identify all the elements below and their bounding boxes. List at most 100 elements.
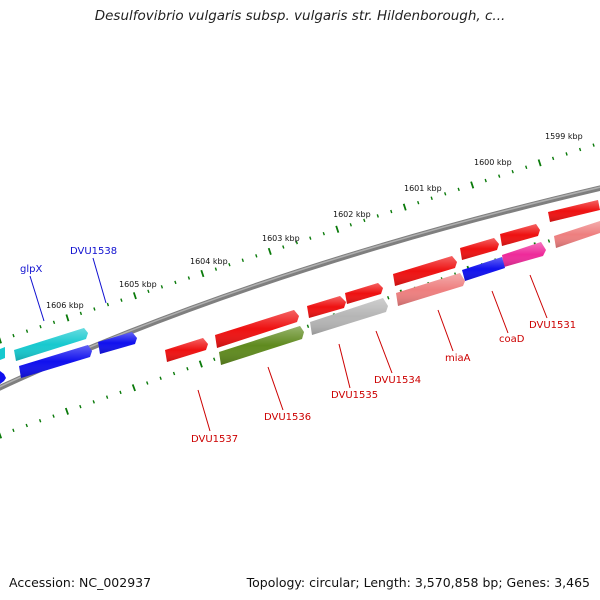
- scale-tick: [306, 324, 310, 328]
- scale-tick: [241, 258, 244, 263]
- gene-feature-glpX[interactable]: [14, 328, 88, 361]
- scale-tick: [228, 262, 231, 267]
- scale-tick: [79, 404, 82, 409]
- gene-feature-DVU1534[interactable]: [310, 298, 388, 335]
- scale-tick: [92, 400, 95, 404]
- scale-tick: [172, 371, 176, 376]
- gene-label-coaD[interactable]: coaD: [499, 334, 525, 345]
- gene-feature[interactable]: [393, 256, 457, 286]
- gene-feature[interactable]: [345, 283, 383, 304]
- scale-tick: [547, 239, 551, 243]
- scale-tick: [498, 174, 501, 178]
- gene-feature[interactable]: [19, 345, 92, 378]
- scale-tick: [322, 231, 325, 236]
- scale-tick: [159, 376, 162, 380]
- gene-label-DVU1538[interactable]: DVU1538: [70, 246, 117, 257]
- scale-tick: [537, 159, 542, 167]
- map-title: Desulfovibrio vulgaris subsp. vulgaris s…: [94, 8, 506, 24]
- scale-tick: [160, 285, 164, 289]
- scale-label-1605: 1605 kbp: [119, 280, 157, 289]
- gene-feature[interactable]: [0, 347, 5, 360]
- gene-label-DVU1531[interactable]: DVU1531: [529, 320, 576, 331]
- gene-feature-miaA[interactable]: [396, 273, 465, 306]
- gene-feature[interactable]: [460, 238, 499, 260]
- scale-tick: [52, 414, 55, 418]
- gene-feature[interactable]: [548, 200, 600, 222]
- gene-label-DVU1535[interactable]: DVU1535: [331, 390, 378, 401]
- scale-tick: [335, 225, 340, 233]
- scale-tick: [25, 423, 28, 428]
- scale-tick: [578, 147, 582, 152]
- scale-ticks-upper: [0, 143, 595, 344]
- scale-tick: [93, 307, 96, 311]
- gene-feature-DVU1538[interactable]: [98, 332, 137, 354]
- scale-tick: [390, 209, 393, 214]
- scale-tick: [198, 360, 203, 368]
- scale-tick: [565, 152, 568, 156]
- scale-tick: [187, 276, 191, 280]
- scale-tick: [363, 218, 366, 223]
- scale-label-1604: 1604 kbp: [190, 257, 228, 266]
- accession-text: Accession: NC_002937: [9, 575, 152, 590]
- scale-tick: [105, 395, 109, 399]
- gene-feature[interactable]: [165, 338, 208, 362]
- gene-label-DVU1537[interactable]: DVU1537: [191, 434, 238, 445]
- gene-label-DVU1534[interactable]: DVU1534: [374, 375, 421, 386]
- scale-tick: [376, 214, 379, 218]
- scale-tick: [132, 292, 137, 300]
- scale-tick: [417, 200, 420, 205]
- scale-tick: [214, 267, 218, 271]
- scale-tick: [52, 320, 56, 325]
- genome-backbone: [0, 185, 600, 391]
- scale-tick: [349, 223, 352, 227]
- scale-tick: [79, 311, 83, 316]
- scale-tick: [106, 302, 110, 307]
- scale-tick: [387, 296, 390, 300]
- scale-label-1602: 1602 kbp: [333, 210, 371, 219]
- label-leaders: [29, 257, 548, 432]
- scale-tick: [25, 329, 29, 333]
- scale-tick: [470, 181, 475, 189]
- scale-tick: [186, 367, 189, 371]
- scale-tick: [457, 187, 460, 192]
- scale-tick: [12, 333, 15, 338]
- gene-feature[interactable]: [0, 371, 6, 384]
- scale-tick: [12, 428, 15, 433]
- scale-tick: [0, 432, 3, 439]
- scale-tick: [255, 254, 258, 258]
- gene-feature-DVU1536[interactable]: [219, 326, 304, 365]
- gene-feature[interactable]: [462, 257, 505, 281]
- scale-tick: [282, 245, 285, 249]
- scale-tick: [295, 240, 298, 245]
- scale-tick: [0, 337, 2, 344]
- scale-tick: [309, 236, 312, 240]
- scale-tick: [551, 156, 555, 161]
- scale-tick: [174, 280, 177, 285]
- gene-feature[interactable]: [215, 310, 299, 348]
- scale-tick: [38, 419, 42, 423]
- gene-feature[interactable]: [554, 221, 600, 248]
- scale-tick: [39, 324, 42, 329]
- gene-feature[interactable]: [307, 296, 346, 318]
- scale-tick: [65, 314, 70, 322]
- scale-tick: [147, 289, 150, 294]
- scale-tick: [213, 357, 216, 362]
- gene-label-miaA[interactable]: miaA: [445, 353, 471, 364]
- scale-tick: [430, 196, 433, 201]
- scale-label-1600: 1600 kbp: [474, 158, 512, 167]
- scale-tick: [120, 298, 123, 302]
- scale-tick: [200, 269, 205, 278]
- scale-label-1599: 1599 kbp: [545, 132, 583, 141]
- scale-tick: [592, 143, 595, 147]
- scale-tick: [119, 390, 122, 395]
- genome-backbone-highlight: [0, 186, 600, 388]
- gene-feature-coaD[interactable]: [502, 242, 546, 267]
- gene-label-DVU1536[interactable]: DVU1536: [264, 412, 311, 423]
- gene-label-glpX[interactable]: glpX: [20, 264, 42, 275]
- scale-label-1601: 1601 kbp: [404, 184, 442, 193]
- scale-label-1606: 1606 kbp: [46, 301, 84, 310]
- scale-tick: [511, 169, 514, 174]
- gene-feature[interactable]: [500, 224, 540, 246]
- scale-tick: [146, 381, 149, 385]
